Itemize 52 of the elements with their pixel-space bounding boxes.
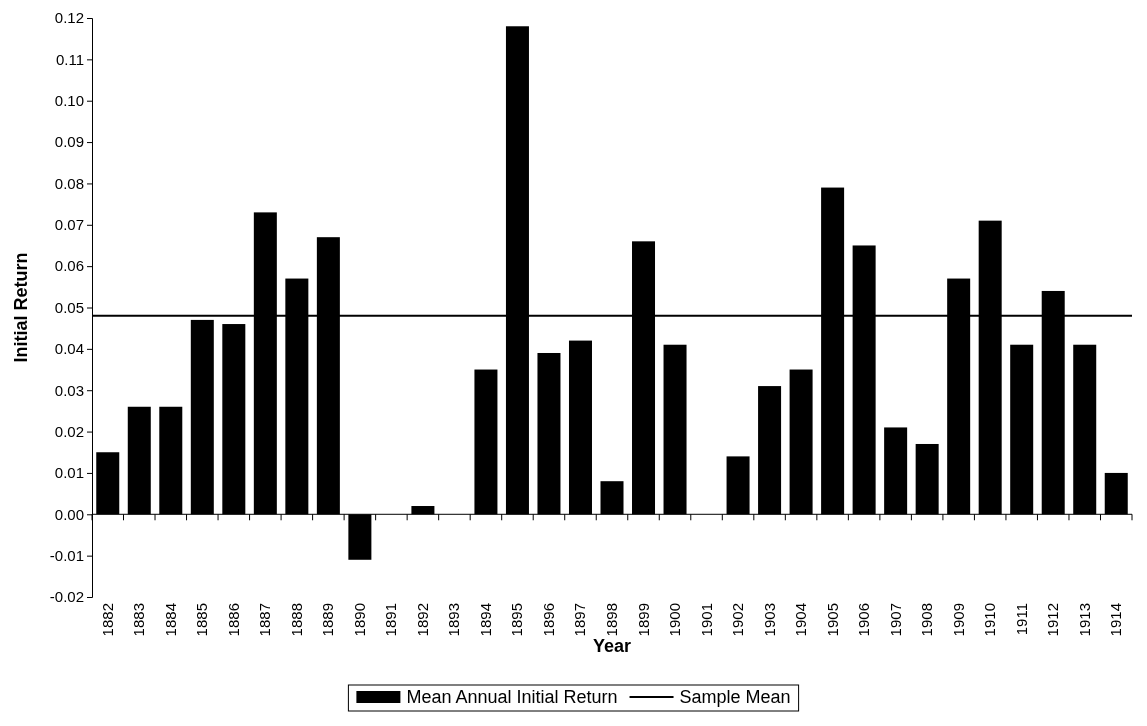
legend-label: Sample Mean (679, 687, 791, 707)
x-tick-label: 1888 (287, 603, 305, 637)
x-tick-label: 1883 (130, 603, 148, 637)
x-tick-label: 1907 (886, 603, 904, 637)
x-tick-label: 1893 (445, 603, 463, 637)
x-tick-label: 1900 (666, 603, 684, 637)
y-tick-label: 0.00 (54, 505, 84, 523)
y-tick-label: 0.05 (54, 298, 84, 316)
x-tick-label: 1910 (981, 603, 999, 637)
x-axis-title: Year (592, 636, 632, 656)
y-tick-label: 0.08 (54, 174, 84, 192)
x-tick-label: 1901 (697, 603, 715, 637)
x-tick-label: 1896 (539, 603, 557, 637)
legend-label: Mean Annual Initial Return (406, 687, 618, 707)
y-tick-label: 0.04 (54, 340, 84, 358)
x-tick-label: 1886 (224, 603, 242, 637)
x-tick-label: 1905 (823, 603, 841, 637)
x-tick-label: 1890 (350, 603, 368, 637)
x-tick-label: 1902 (729, 603, 747, 637)
x-tick-label: 1889 (319, 603, 337, 637)
x-tick-label: 1887 (256, 603, 274, 637)
y-tick-label: 0.10 (54, 92, 84, 110)
x-tick-label: 1904 (792, 603, 810, 637)
x-tick-label: 1913 (1075, 603, 1093, 637)
y-tick-label: -0.01 (49, 546, 84, 564)
y-tick-label: 0.06 (54, 257, 84, 275)
x-tick-label: 1908 (918, 603, 936, 637)
x-tick-label: 1891 (382, 603, 400, 637)
y-tick-label: 0.11 (55, 50, 84, 68)
x-tick-label: 1914 (1107, 603, 1125, 637)
x-tick-label: 1894 (476, 603, 494, 637)
y-tick-label: -0.02 (49, 588, 84, 606)
y-tick-label: 0.02 (54, 422, 84, 440)
y-tick-label: 0.03 (54, 381, 84, 399)
x-tick-label: 1895 (508, 603, 526, 637)
x-tick-label: 1912 (1044, 603, 1062, 637)
x-tick-label: 1909 (949, 603, 967, 637)
x-tick-label: 1897 (571, 603, 589, 637)
y-tick-label: 0.09 (54, 133, 84, 151)
x-tick-label: 1898 (603, 603, 620, 637)
y-tick-label: 0.12 (54, 9, 84, 27)
y-axis-title: Initial Return (11, 252, 31, 363)
x-tick-label: 1884 (161, 603, 179, 637)
x-tick-label: 1885 (193, 603, 211, 637)
y-tick-label: 0.01 (54, 464, 84, 482)
x-tick-label: 1892 (413, 603, 431, 637)
x-tick-label: 1903 (760, 603, 778, 637)
y-tick-label: 0.07 (54, 216, 84, 234)
x-tick-label: 1899 (634, 603, 652, 637)
x-tick-label: 1882 (98, 603, 116, 637)
x-tick-label: 1906 (855, 603, 873, 637)
x-tick-label: 1911 (1012, 603, 1030, 636)
